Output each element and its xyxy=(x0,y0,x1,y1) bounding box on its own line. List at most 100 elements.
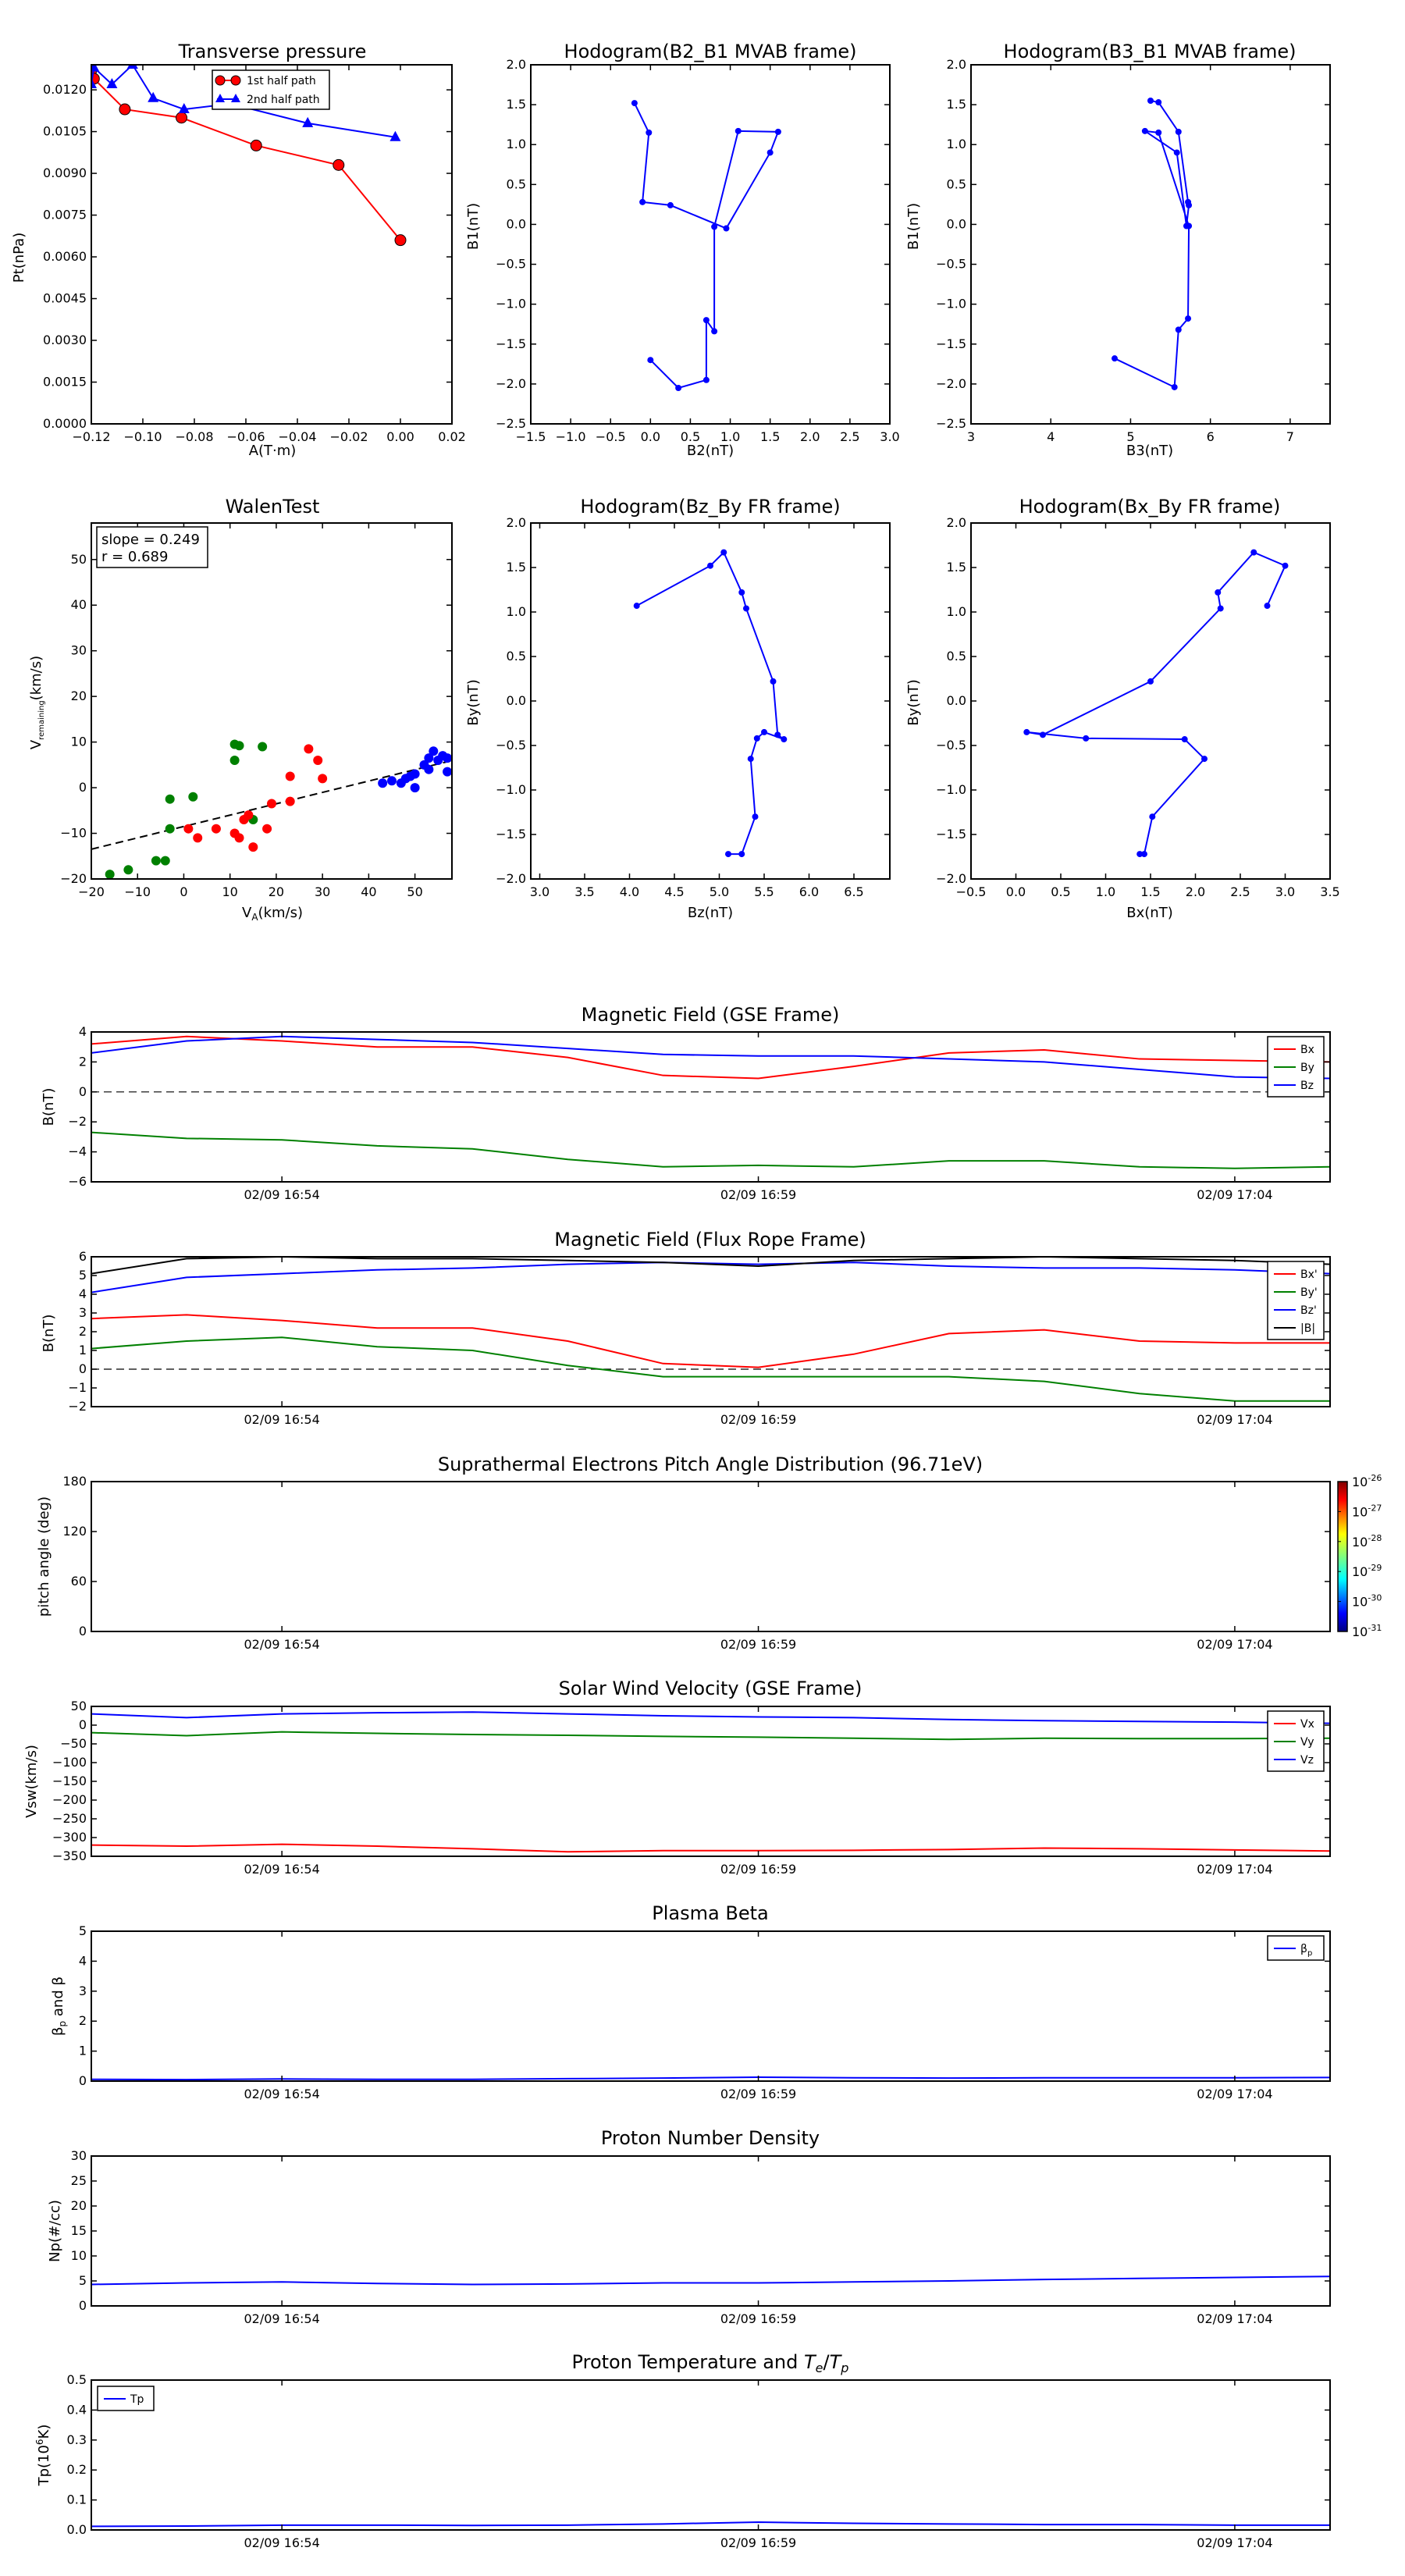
y-tick-label: −100 xyxy=(52,1755,87,1770)
x-tick-label: 0.5 xyxy=(1051,884,1070,899)
y-tick-label: −1.5 xyxy=(496,827,526,841)
data-point xyxy=(1264,603,1271,610)
scatter-point xyxy=(234,833,244,843)
data-point xyxy=(1171,383,1178,390)
series-line xyxy=(91,2076,1330,2081)
series-line xyxy=(91,1314,1330,1368)
series-line xyxy=(1026,551,1286,856)
slope-label: slope = 0.249 xyxy=(101,532,200,548)
y-tick-label: −0.5 xyxy=(936,257,966,272)
series-line xyxy=(633,102,780,390)
plot-area: −20 −10 0 10 20 30 40 50 −20 −10 0 10 20 30 40 50 xyxy=(60,522,453,899)
y-tick-label: −6 xyxy=(68,1174,87,1189)
series-group xyxy=(91,2275,1330,2286)
x-tick-label: 02/09 16:59 xyxy=(720,1637,796,1652)
chart-title: Hodogram(Bx_By FR frame) xyxy=(1019,496,1281,518)
y-tick-label: 0 xyxy=(79,1361,87,1376)
y-tick-label: 0.0060 xyxy=(43,249,87,264)
x-tick-label: 02/09 16:54 xyxy=(244,2535,319,2550)
y-tick-label: 2.0 xyxy=(507,515,526,530)
plot-area: −2.0 −1.5 −1.0 −0.5 0.0 0.5 1.0 1.5 2.0 3.0 3.5 4.0… xyxy=(496,515,891,899)
series-line xyxy=(91,1843,1330,1853)
x-tick-label: 02/09 16:59 xyxy=(720,1412,796,1427)
x-tick-label: −0.04 xyxy=(278,429,316,444)
y-tick-label: 0.0120 xyxy=(43,82,87,97)
y-tick-label: −0.5 xyxy=(496,257,526,272)
y-axis-label: B(nT) xyxy=(41,1315,57,1353)
axes-frame xyxy=(91,1031,1331,1183)
scatter-point xyxy=(410,783,420,793)
data-point xyxy=(711,328,718,335)
x-tick-label: 02/09 16:59 xyxy=(720,1187,796,1202)
y-tick-label: 0.0045 xyxy=(43,291,87,306)
data-point xyxy=(752,813,759,820)
legend-label-subscript: p xyxy=(1307,1949,1312,1958)
y-tick-label: 0.0015 xyxy=(43,375,87,390)
legend-label: Bx xyxy=(1300,1044,1314,1056)
walen-test-panel: WalenTest −20 −10 0 10 20 30 40 50 −20 −10 0 10 20 30… xyxy=(28,496,453,923)
scatter-point xyxy=(285,771,295,781)
y-tick-label: −2 xyxy=(68,1399,87,1414)
data-point xyxy=(633,603,640,610)
scatter-point xyxy=(318,774,328,784)
y-tick-label: 25 xyxy=(71,2173,87,2188)
legend-label: Tp xyxy=(130,2393,144,2406)
y-tick-label: 1.0 xyxy=(507,137,526,151)
legend-label: Vx xyxy=(1300,1718,1314,1731)
colorbar-tick-label: 10-30 xyxy=(1352,1593,1382,1610)
y-tick-label: 1.0 xyxy=(947,137,966,151)
y-tick-label: 2 xyxy=(79,1324,87,1339)
y-tick-label: 0.0075 xyxy=(43,208,87,222)
colorbar-tick-exponent: -30 xyxy=(1368,1593,1382,1603)
plot-area: −2.0 −1.5 −1.0 −0.5 0.0 0.5 1.0 1.5 2.0 −0.5 0.0 0.… xyxy=(936,515,1340,899)
data-point xyxy=(631,100,638,107)
y-tick-label: −1 xyxy=(68,1380,87,1395)
legend: Bx By Bz xyxy=(1267,1036,1325,1098)
data-point xyxy=(1040,731,1046,738)
colorbar-tick-label: 10-28 xyxy=(1352,1533,1382,1550)
x-tick-label: −0.5 xyxy=(596,429,626,444)
axes-frame xyxy=(91,1706,1331,1857)
x-tick-label: −0.06 xyxy=(226,429,265,444)
legend-box xyxy=(212,69,330,110)
scatter-point xyxy=(188,792,198,802)
colorbar-tick-label: 10-26 xyxy=(1352,1473,1382,1489)
y-tick-label: −250 xyxy=(52,1811,87,1826)
y-tick-label: −50 xyxy=(60,1736,87,1751)
x-tick-label: 7 xyxy=(1286,429,1294,444)
y-tick-label: 5 xyxy=(79,2273,87,2288)
chart-title: Hodogram(B3_B1 MVAB frame) xyxy=(1004,41,1297,62)
y-axis-label: Vremaining(km/s) xyxy=(28,656,46,749)
data-point xyxy=(1175,326,1182,333)
series-line xyxy=(636,550,784,856)
y-tick-label: −1.5 xyxy=(936,827,966,841)
x-tick-label: 6.0 xyxy=(799,884,819,899)
x-tick-label: 02/09 17:04 xyxy=(1197,1412,1272,1427)
y-tick-label: 50 xyxy=(71,552,87,567)
x-tick-label: −0.08 xyxy=(175,429,213,444)
x-tick-label: 3.0 xyxy=(530,884,550,899)
data-point xyxy=(1147,678,1154,685)
scatter-point xyxy=(424,753,434,763)
data-point xyxy=(1112,355,1118,362)
y-tick-label: 0.5 xyxy=(67,2372,87,2387)
data-point xyxy=(753,735,760,742)
y-tick-label: 20 xyxy=(71,688,87,703)
data-point xyxy=(647,357,654,364)
y-tick-label: 1.0 xyxy=(947,604,966,619)
x-tick-label: 3.0 xyxy=(1275,884,1295,899)
y-axis-label: βp and β xyxy=(50,1976,68,2036)
scatter-point xyxy=(267,799,276,809)
axes-frame xyxy=(91,2155,1331,2307)
y-tick-label: 0.0 xyxy=(507,216,526,231)
x-tick-label: 4 xyxy=(1047,429,1055,444)
legend-label: Bz xyxy=(1300,1080,1314,1092)
legend-label: By xyxy=(1300,1062,1314,1074)
y-tick-label: 0.1 xyxy=(67,2492,87,2507)
hodogram-b2-b1-panel: Hodogram(B2_B1 MVAB frame) −2.5−2.0−1.5−… xyxy=(465,41,900,459)
y-tick-label: 10 xyxy=(71,2248,87,2263)
x-tick-label: 02/09 16:54 xyxy=(244,1862,319,1877)
axes-frame xyxy=(970,522,1331,880)
data-point xyxy=(781,736,788,743)
